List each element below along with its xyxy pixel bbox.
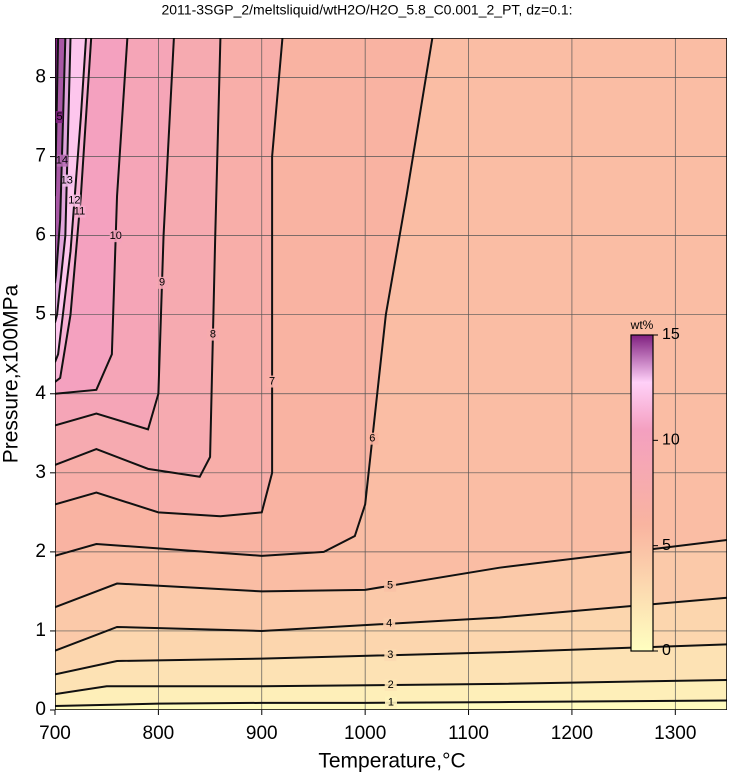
x-tick-label: 1000 bbox=[344, 723, 386, 744]
contour-label-bg bbox=[206, 328, 219, 341]
contour-label: 5 bbox=[387, 580, 393, 592]
colorbar bbox=[630, 334, 654, 652]
x-tick-label: 900 bbox=[246, 723, 278, 744]
x-tick-label: 800 bbox=[143, 723, 175, 744]
contour-line bbox=[55, 38, 222, 478]
y-tick-label: 6 bbox=[35, 225, 46, 246]
contour-label-bg bbox=[109, 230, 122, 243]
contour-label-bg bbox=[73, 205, 86, 218]
y-tick-label: 2 bbox=[35, 541, 46, 562]
contour-label-bg bbox=[60, 174, 73, 187]
contour-label: 15 bbox=[50, 111, 62, 123]
contour-label-bg bbox=[156, 276, 169, 289]
y-tick-label: 0 bbox=[35, 699, 46, 720]
contour-label: 7 bbox=[269, 375, 275, 387]
y-tick-label: 5 bbox=[35, 304, 46, 325]
colorbar-tick-label: 15 bbox=[662, 326, 680, 343]
contour-line bbox=[55, 539, 727, 609]
contour-label: 9 bbox=[159, 277, 165, 289]
contour-label-bg bbox=[384, 579, 397, 592]
y-tick-label: 1 bbox=[35, 620, 46, 641]
contour-label: 1 bbox=[388, 697, 394, 709]
contour-line bbox=[55, 643, 727, 676]
contour-line bbox=[55, 699, 727, 708]
chart-title: 2011-3SGP_2/meltsliquid/wtH2O/H2O_5.8_C0… bbox=[161, 2, 572, 18]
contour-label-bg bbox=[55, 154, 68, 167]
y-tick-label: 7 bbox=[35, 146, 46, 167]
colorbar-tick-label: 10 bbox=[662, 432, 680, 449]
contour-label: 6 bbox=[369, 433, 375, 445]
y-tick-label: 3 bbox=[35, 462, 46, 483]
colorbar-label: wt% bbox=[630, 318, 654, 332]
x-tick-label: 700 bbox=[39, 723, 71, 744]
contour-label-bg bbox=[384, 696, 397, 709]
contour-label-bg bbox=[366, 432, 379, 445]
x-tick-label: 1300 bbox=[654, 723, 696, 744]
contour-line bbox=[55, 596, 727, 652]
contour-label: 8 bbox=[210, 328, 216, 340]
y-axis-label: Pressure,x100MPa bbox=[0, 284, 23, 463]
contour-line bbox=[55, 38, 93, 383]
y-tick-label: 4 bbox=[35, 383, 46, 404]
contour-label-bg bbox=[266, 375, 279, 388]
colorbar-tick-label: 5 bbox=[662, 537, 671, 554]
contour-label: 12 bbox=[68, 195, 80, 207]
contour-label-bg bbox=[68, 194, 81, 207]
colorbar-tick-label: 0 bbox=[662, 642, 671, 659]
contour-label: 11 bbox=[74, 206, 85, 218]
contour-line bbox=[55, 38, 284, 518]
contour-label: 4 bbox=[386, 618, 392, 630]
contour-label-bg bbox=[384, 678, 397, 691]
contour-label: 13 bbox=[61, 175, 73, 187]
x-tick-label: 1200 bbox=[551, 723, 593, 744]
contour-line bbox=[55, 38, 72, 323]
x-tick-label: 1100 bbox=[448, 723, 489, 744]
contour-label-bg bbox=[55, 111, 63, 124]
contour-label-bg bbox=[384, 649, 397, 662]
contour-line bbox=[55, 38, 175, 431]
x-axis-label: Temperature,°C bbox=[318, 750, 465, 773]
y-tick-label: 8 bbox=[35, 67, 46, 88]
contour-label: 10 bbox=[110, 230, 122, 242]
contour-line bbox=[55, 38, 88, 363]
axes: 700 800 900 1000 1100 1200 1300012345678wt%051… bbox=[35, 67, 696, 744]
contour-label-bg bbox=[383, 617, 396, 630]
contour-line bbox=[55, 38, 434, 557]
contour-label: 2 bbox=[388, 679, 394, 691]
contour-label: 14 bbox=[56, 155, 68, 167]
contour-line bbox=[55, 38, 129, 395]
contour-line bbox=[55, 678, 727, 696]
contour-label: 3 bbox=[387, 649, 393, 661]
